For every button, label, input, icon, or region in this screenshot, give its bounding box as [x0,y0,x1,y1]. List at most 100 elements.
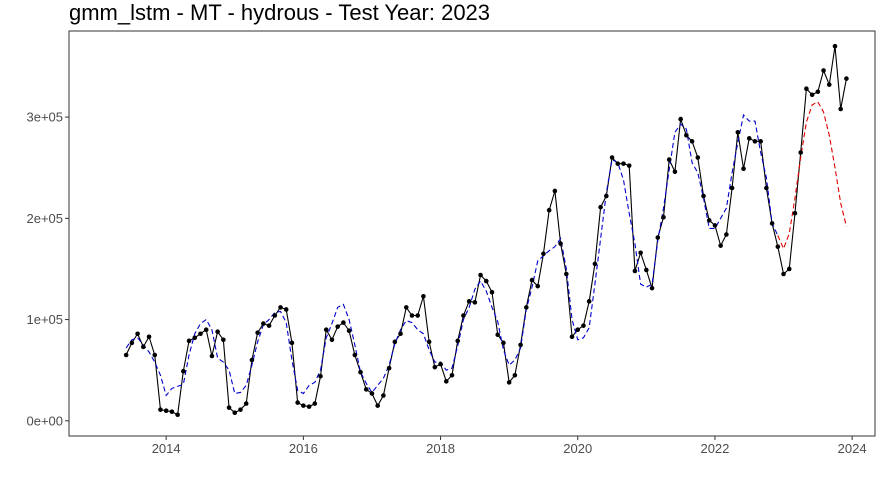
data-point [781,271,786,277]
data-point [152,352,158,358]
data-point [483,278,489,284]
data-point [558,241,563,246]
data-point [346,328,352,334]
data-point [529,277,535,283]
data-point [495,332,501,338]
data-point [261,321,266,326]
data-point [581,323,586,328]
data-point [769,221,775,226]
data-point [192,335,198,341]
data-point [764,185,769,191]
data-point [564,271,569,277]
data-point [644,267,649,273]
data-point [661,215,666,220]
data-point [123,352,129,358]
y-tick-label: 0e+00 [26,413,63,428]
data-point [221,337,226,343]
data-point [238,407,243,412]
data-point [392,339,398,345]
data-point [844,76,849,81]
data-point [752,139,758,144]
data-point [461,313,466,318]
data-point [489,289,495,295]
data-point [804,86,809,92]
data-point [203,327,209,332]
y-tick-label: 2e+05 [26,211,63,226]
data-point [586,299,592,304]
series-line-fitted [125,113,779,397]
data-point [403,305,409,310]
data-point [695,155,701,160]
data-point [655,235,661,240]
data-point [169,409,175,415]
data-point [792,210,798,216]
data-point [775,244,781,249]
data-point [449,372,455,378]
data-point [809,92,815,98]
data-point [329,337,335,343]
data-point [318,373,323,379]
data-point [232,410,238,416]
data-point [443,379,449,384]
data-point [278,305,283,310]
data-point [306,404,312,409]
data-point [341,320,346,325]
data-point [312,401,318,406]
x-tick-label: 2024 [838,441,867,456]
data-point [678,116,683,122]
data-point [158,407,163,412]
data-point [541,251,546,257]
data-point [552,188,558,194]
data-point [546,207,552,213]
data-point [621,161,626,166]
data-point [243,401,249,406]
data-point [741,166,746,171]
data-point [438,361,443,367]
x-tick-label: 2014 [152,441,181,456]
y-tick-label: 3e+05 [26,110,63,125]
data-point [746,136,752,141]
data-point [215,329,220,335]
data-point [649,285,655,291]
data-point [352,352,358,358]
data-point [524,305,529,310]
data-point [786,266,792,272]
chart-title: gmm_lstm - MT - hydrous - Test Year: 202… [69,0,491,25]
data-point [426,339,432,345]
data-point [135,331,140,337]
data-point [501,340,506,346]
data-point [512,372,518,378]
data-point [821,68,826,73]
data-point [729,185,735,191]
data-point [198,331,203,337]
data-point [295,400,300,405]
data-point [398,331,403,337]
data-point [249,357,255,363]
data-point [706,218,712,223]
data-point [672,169,678,175]
data-point [381,393,386,398]
data-point [684,132,689,138]
data-point [141,344,146,350]
data-point [363,387,369,392]
data-point [472,300,478,305]
data-point [798,150,803,155]
x-tick-label: 2016 [289,441,318,456]
data-point [266,323,272,328]
data-point [375,403,380,408]
data-point [421,293,426,299]
data-point [826,82,832,87]
data-point [283,307,289,312]
series-line-forecast [777,101,847,251]
data-point [358,369,363,375]
data-point [335,324,340,329]
data-point [186,338,192,344]
x-tick-label: 2020 [563,441,592,456]
data-point [129,340,135,346]
data-point [592,261,598,267]
data-point [506,380,512,385]
data-point [323,327,329,332]
data-point [255,330,260,336]
data-point [832,43,838,49]
